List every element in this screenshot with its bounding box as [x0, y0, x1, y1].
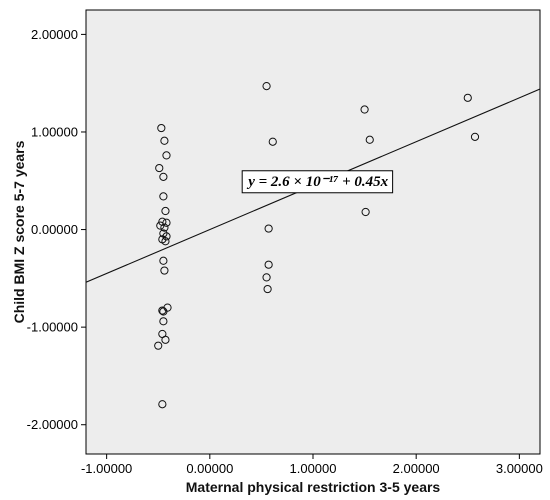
data-point: [159, 192, 168, 201]
data-point: [158, 306, 167, 315]
data-point: [365, 135, 374, 144]
data-point: [158, 400, 167, 409]
data-point: [160, 266, 169, 275]
data-point: [160, 136, 169, 145]
data-point: [158, 217, 167, 226]
data-point: [156, 221, 165, 230]
x-tick-label: -1.00000: [81, 461, 132, 476]
x-axis-title: Maternal physical restriction 3-5 years: [186, 479, 441, 495]
y-tick-label: 1.00000: [31, 124, 78, 139]
data-point: [161, 237, 170, 246]
data-point: [160, 223, 169, 232]
data-point: [161, 206, 170, 216]
equation-box: [241, 170, 394, 194]
data-point: [463, 93, 472, 102]
data-point: [360, 105, 369, 114]
data-point: [264, 224, 273, 233]
data-point: [159, 172, 168, 181]
equation-label: y = 2.6 × 10⁻¹⁷ + 0.45x: [246, 174, 388, 190]
data-point: [157, 123, 166, 133]
data-point: [154, 341, 163, 350]
x-tick-label: 3.00000: [496, 461, 543, 476]
data-point: [159, 307, 168, 316]
x-tick-label: 2.00000: [393, 461, 440, 476]
data-point: [162, 151, 171, 160]
data-point: [264, 260, 273, 269]
y-axis-title: Child BMI Z score 5-7 years: [11, 140, 27, 323]
data-point: [161, 335, 170, 344]
y-tick-label: 2.00000: [31, 27, 78, 42]
plot-area: [85, 9, 541, 455]
y-tick-label: 0.00000: [31, 222, 78, 237]
data-point: [361, 207, 370, 217]
data-point: [470, 132, 480, 141]
x-tick-label: 0.00000: [186, 461, 233, 476]
data-point: [268, 137, 277, 146]
data-point: [162, 232, 171, 241]
x-tick-label: 1.00000: [290, 461, 337, 476]
data-point: [262, 82, 271, 91]
y-tick-label: -1.00000: [27, 320, 78, 335]
y-tick-label: -2.00000: [27, 417, 78, 432]
data-point: [155, 163, 164, 173]
data-point: [263, 284, 272, 294]
data-point: [262, 273, 271, 282]
data-point: [159, 317, 168, 326]
data-point: [159, 256, 168, 265]
